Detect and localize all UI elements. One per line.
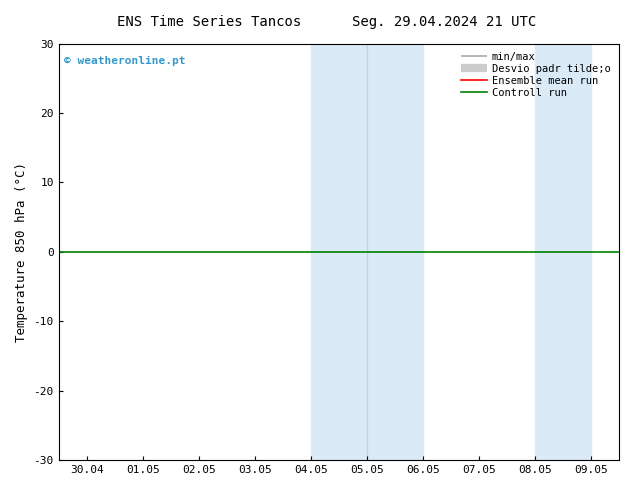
Text: © weatheronline.pt: © weatheronline.pt — [64, 56, 186, 66]
Legend: min/max, Desvio padr tilde;o, Ensemble mean run, Controll run: min/max, Desvio padr tilde;o, Ensemble m… — [458, 49, 614, 101]
Y-axis label: Temperature 850 hPa (°C): Temperature 850 hPa (°C) — [15, 162, 28, 342]
Text: Seg. 29.04.2024 21 UTC: Seg. 29.04.2024 21 UTC — [352, 15, 536, 29]
Bar — [311, 44, 423, 460]
Bar — [535, 44, 591, 460]
Text: ENS Time Series Tancos: ENS Time Series Tancos — [117, 15, 301, 29]
